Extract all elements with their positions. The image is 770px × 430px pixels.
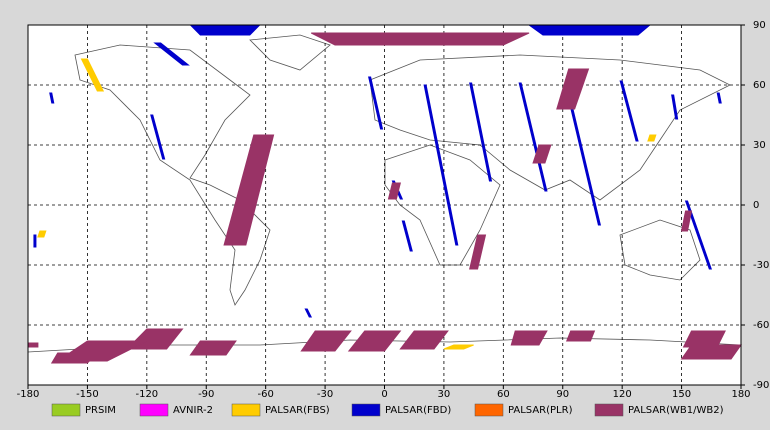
y-tick-label: -60 [753,320,769,331]
legend-swatch [474,403,504,417]
swath [680,210,693,232]
legend-swatch [51,403,81,417]
x-tick-label: 150 [672,389,691,400]
swath [37,230,47,238]
x-tick-label: 180 [731,389,750,400]
swath [150,114,166,160]
axes: -180 -150 -120 -90 -60 -30 0 30 60 90 120 150 180-90… [17,20,770,400]
legend: PRSIM AVNIR-2 PALSAR(FBS) PALSAR(FBD) PALSAR… [51,403,724,417]
y-tick-label: 30 [753,140,766,151]
swath [510,330,548,346]
swath [680,344,742,360]
swath [671,94,679,120]
legend-swatch [351,403,381,417]
swath [50,352,99,364]
swath [532,144,552,164]
legend-label: PALSAR(PLR) [508,405,573,416]
legend-label: PALSAR(FBS) [265,405,330,416]
x-tick-label: 0 [381,389,387,400]
x-tick-label: -90 [198,389,214,400]
y-tick-label: 90 [753,20,766,31]
x-tick-label: -120 [135,389,158,400]
x-tick-label: -180 [17,389,40,400]
swath [716,92,722,104]
legend-label: AVNIR-2 [173,405,213,416]
swath [565,330,596,342]
australia [619,219,701,281]
swath [189,340,237,356]
legend-label: PALSAR(FBD) [385,405,451,416]
y-tick-label: -30 [753,260,769,271]
swath [387,182,401,200]
swath [443,344,474,350]
swath [469,234,487,270]
swath [223,134,275,246]
swath [399,330,449,350]
y-tick-label: 0 [753,200,759,211]
x-tick-label: 30 [438,389,451,400]
x-tick-label: 120 [613,389,632,400]
swath [368,76,384,130]
swath [49,92,55,104]
swath [300,330,352,352]
swath [619,80,639,142]
x-tick-label: 90 [556,389,569,400]
swath [189,24,261,36]
x-tick-label: 60 [497,389,510,400]
legend-swatch [139,403,169,417]
swath [423,84,459,246]
swath [401,220,413,252]
swath [27,342,39,348]
swath [647,134,657,142]
legend-swatch [231,403,261,417]
swath [684,200,712,270]
swath [527,24,652,36]
x-tick-label: -60 [257,389,273,400]
swath [347,330,402,352]
eurasia [369,54,731,201]
legend-label: PALSAR(WB1/WB2) [628,405,724,416]
swath [80,58,105,92]
americas [74,44,271,306]
legend-label: PRSIM [85,405,116,416]
greenland [249,34,331,71]
swath [469,82,493,182]
swath [304,308,313,318]
swaths [27,24,742,364]
legend-swatch [594,403,624,417]
y-tick-label: -90 [753,380,769,391]
swath [153,42,190,66]
x-tick-label: -150 [76,389,99,400]
y-tick-label: 60 [753,80,766,91]
swath [556,68,590,110]
swath [310,32,530,46]
x-tick-label: -30 [317,389,333,400]
swath [33,234,37,248]
